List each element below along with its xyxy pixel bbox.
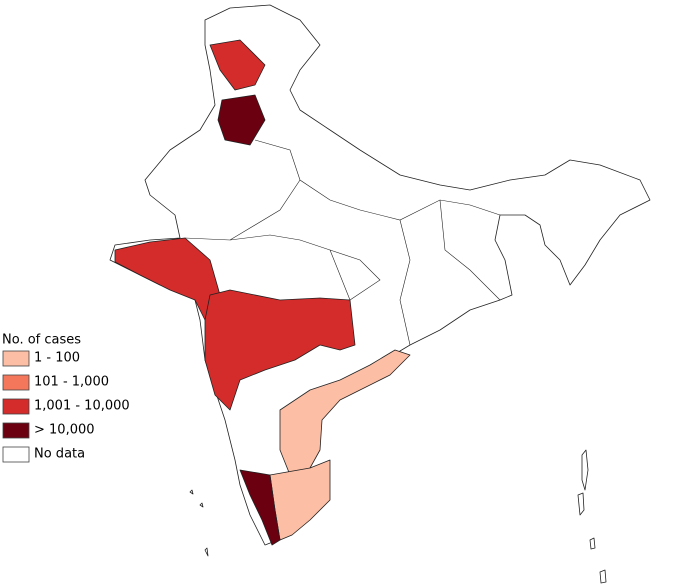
state-border — [439, 199, 501, 301]
legend: No. of cases 1 - 100 101 - 1,000 1,001 - 1… — [2, 333, 130, 463]
state-kerala — [239, 469, 281, 546]
legend-swatch — [2, 422, 30, 439]
state-border — [254, 139, 501, 221]
state-punjab — [217, 94, 266, 146]
india-map — [109, 4, 651, 584]
legend-swatch — [2, 350, 30, 367]
island — [189, 489, 209, 557]
state-himachal — [209, 39, 266, 91]
state-border — [184, 179, 301, 241]
state-maharashtra — [204, 289, 356, 411]
state-border — [329, 249, 351, 301]
legend-label: No data — [34, 447, 85, 462]
legend-swatch — [2, 446, 30, 463]
islands — [189, 449, 607, 584]
legend-title: No. of cases — [2, 333, 81, 348]
legend-swatch — [2, 398, 30, 415]
state-border — [399, 219, 411, 346]
island — [577, 492, 585, 516]
legend-label: 101 - 1,000 — [34, 375, 109, 390]
legend-label: 1,001 - 10,000 — [34, 399, 130, 414]
legend-label: > 10,000 — [34, 423, 95, 438]
legend-swatch — [2, 374, 30, 391]
island — [589, 537, 596, 550]
legend-label: 1 - 100 — [34, 351, 80, 366]
island — [599, 569, 607, 584]
island — [581, 449, 589, 491]
